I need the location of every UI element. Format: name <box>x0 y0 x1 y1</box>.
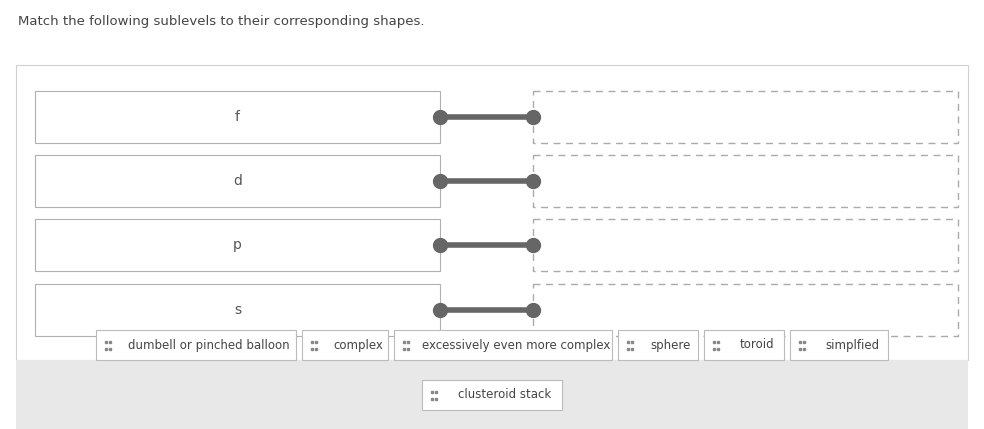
Bar <box>790 330 888 360</box>
Text: sphere: sphere <box>650 338 691 351</box>
Text: f: f <box>235 110 240 124</box>
Bar <box>533 284 958 336</box>
Text: toroid: toroid <box>740 338 774 351</box>
Text: clusteroid stack: clusteroid stack <box>459 389 552 402</box>
Bar <box>533 219 958 271</box>
Bar <box>618 330 698 360</box>
Bar <box>16 65 968 360</box>
Bar <box>422 380 562 410</box>
Bar <box>35 91 440 143</box>
Bar <box>704 330 784 360</box>
Text: excessively even more complex: excessively even more complex <box>422 338 610 351</box>
Bar <box>35 155 440 207</box>
Bar <box>96 330 296 360</box>
Bar <box>394 330 612 360</box>
Bar <box>533 91 958 143</box>
Bar <box>16 360 968 429</box>
Text: complex: complex <box>333 338 383 351</box>
Text: s: s <box>234 303 241 317</box>
Text: simplfied: simplfied <box>825 338 879 351</box>
Bar <box>35 284 440 336</box>
Text: dumbell or pinched balloon: dumbell or pinched balloon <box>128 338 290 351</box>
Text: d: d <box>233 174 242 188</box>
Bar <box>302 330 388 360</box>
Text: p: p <box>233 238 242 252</box>
Bar <box>533 155 958 207</box>
Text: Match the following sublevels to their corresponding shapes.: Match the following sublevels to their c… <box>18 15 424 28</box>
Bar <box>35 219 440 271</box>
